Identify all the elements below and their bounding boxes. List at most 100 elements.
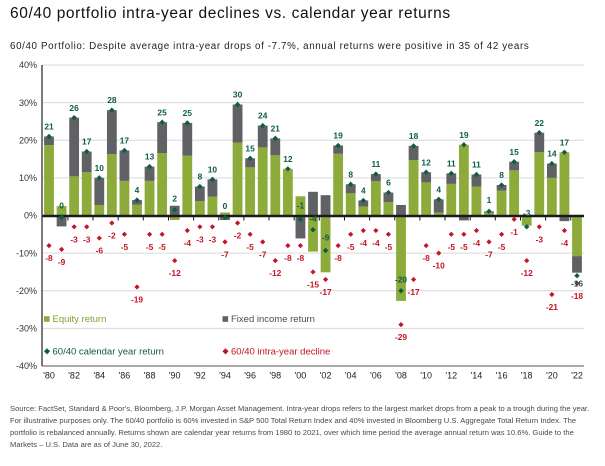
svg-text:'04: '04	[345, 371, 357, 381]
svg-text:-10: -10	[433, 261, 445, 271]
svg-text:'90: '90	[169, 371, 181, 381]
svg-text:-5: -5	[498, 242, 506, 252]
svg-text:-10%: -10%	[16, 248, 37, 258]
svg-text:'08: '08	[395, 371, 407, 381]
svg-text:'94: '94	[219, 371, 231, 381]
svg-text:17: 17	[120, 136, 130, 146]
svg-text:-8: -8	[284, 253, 292, 263]
svg-text:-2: -2	[234, 231, 242, 241]
svg-text:12: 12	[421, 157, 431, 167]
svg-text:Fixed income return: Fixed income return	[231, 314, 315, 325]
svg-text:-9: -9	[322, 233, 330, 243]
svg-text:26: 26	[69, 103, 79, 113]
svg-text:11: 11	[472, 160, 481, 170]
svg-text:-3: -3	[70, 234, 78, 244]
svg-text:-17: -17	[320, 287, 332, 297]
svg-text:-1: -1	[510, 227, 518, 237]
svg-text:-4: -4	[309, 213, 317, 223]
svg-text:17: 17	[82, 137, 92, 147]
svg-text:-15: -15	[307, 280, 319, 290]
svg-text:-3: -3	[523, 208, 531, 218]
svg-text:-9: -9	[58, 257, 66, 267]
svg-text:-8: -8	[334, 253, 342, 263]
svg-text:-8: -8	[297, 253, 305, 263]
svg-text:-12: -12	[521, 268, 533, 278]
svg-text:12: 12	[283, 154, 293, 164]
svg-text:-4: -4	[372, 238, 380, 248]
svg-text:-5: -5	[146, 242, 154, 252]
svg-text:-5: -5	[448, 242, 456, 252]
svg-text:-3: -3	[536, 234, 544, 244]
svg-text:'00: '00	[295, 371, 307, 381]
svg-text:15: 15	[245, 143, 255, 153]
svg-text:2: 2	[172, 194, 177, 204]
svg-text:13: 13	[145, 152, 155, 162]
svg-text:-12: -12	[269, 268, 281, 278]
svg-text:'92: '92	[194, 371, 206, 381]
svg-text:28: 28	[107, 95, 117, 105]
svg-text:'80: '80	[43, 371, 55, 381]
svg-text:14: 14	[547, 149, 557, 159]
svg-text:-3: -3	[209, 234, 217, 244]
svg-text:-19: -19	[131, 295, 143, 305]
svg-text:15: 15	[509, 147, 519, 157]
svg-text:11: 11	[371, 159, 380, 169]
svg-text:-5: -5	[385, 242, 393, 252]
svg-text:-3: -3	[196, 234, 204, 244]
svg-text:10: 10	[208, 165, 218, 175]
svg-text:-4: -4	[184, 238, 192, 248]
svg-text:'20: '20	[546, 371, 558, 381]
svg-text:'96: '96	[244, 371, 256, 381]
svg-text:-5: -5	[347, 242, 355, 252]
svg-text:20%: 20%	[19, 135, 37, 145]
svg-text:4: 4	[436, 184, 441, 194]
svg-text:19: 19	[333, 131, 343, 141]
svg-text:-1: -1	[297, 200, 305, 210]
svg-text:60/40 intra-year decline: 60/40 intra-year decline	[231, 347, 330, 358]
svg-text:-17: -17	[408, 287, 420, 297]
svg-text:'84: '84	[93, 371, 105, 381]
svg-text:30: 30	[233, 90, 243, 100]
svg-text:22: 22	[535, 118, 545, 128]
svg-text:portfolio is rebalanced annual: portfolio is rebalanced annually. Return…	[10, 428, 574, 437]
svg-text:-21: -21	[546, 302, 558, 312]
svg-text:-8: -8	[422, 253, 430, 263]
svg-text:'22: '22	[571, 371, 583, 381]
svg-text:-20: -20	[395, 274, 407, 284]
svg-text:Markets – U.S. Data are as of: Markets – U.S. Data are as of June 30, 2…	[10, 440, 162, 449]
svg-text:1: 1	[487, 195, 492, 205]
svg-text:-29: -29	[395, 332, 407, 342]
svg-text:8: 8	[499, 170, 504, 180]
svg-text:'16: '16	[496, 371, 508, 381]
svg-text:21: 21	[271, 124, 281, 134]
svg-text:0%: 0%	[24, 211, 37, 221]
svg-text:-7: -7	[485, 249, 493, 259]
svg-text:-5: -5	[158, 242, 166, 252]
svg-text:-20%: -20%	[16, 286, 37, 296]
svg-text:17: 17	[560, 137, 570, 147]
svg-text:-12: -12	[169, 268, 181, 278]
svg-text:For illustrative purposes only: For illustrative purposes only. The 60/4…	[10, 416, 576, 425]
svg-text:-4: -4	[360, 238, 368, 248]
svg-text:60/40 Portfolio: Despite avera: 60/40 Portfolio: Despite average intra-y…	[10, 41, 529, 52]
svg-text:Equity return: Equity return	[53, 314, 107, 325]
svg-text:-5: -5	[246, 242, 254, 252]
svg-text:-7: -7	[259, 249, 267, 259]
svg-text:'14: '14	[471, 371, 483, 381]
svg-text:8: 8	[198, 172, 203, 182]
svg-text:-4: -4	[561, 238, 569, 248]
svg-text:60/40 calendar year return: 60/40 calendar year return	[53, 347, 164, 358]
svg-text:11: 11	[447, 159, 456, 169]
svg-text:10: 10	[95, 163, 105, 173]
svg-text:-3: -3	[83, 234, 91, 244]
svg-text:'10: '10	[420, 371, 432, 381]
svg-text:Source: FactSet, Standard & Po: Source: FactSet, Standard & Poor's, Bloo…	[10, 404, 589, 413]
svg-text:'98: '98	[269, 371, 281, 381]
svg-text:24: 24	[258, 111, 268, 121]
svg-text:'06: '06	[370, 371, 382, 381]
svg-text:-6: -6	[96, 246, 104, 256]
svg-text:60/40 portfolio intra-year dec: 60/40 portfolio intra-year declines vs. …	[10, 5, 451, 22]
svg-text:-7: -7	[221, 249, 229, 259]
svg-text:21: 21	[44, 122, 54, 132]
svg-text:6: 6	[386, 178, 391, 188]
